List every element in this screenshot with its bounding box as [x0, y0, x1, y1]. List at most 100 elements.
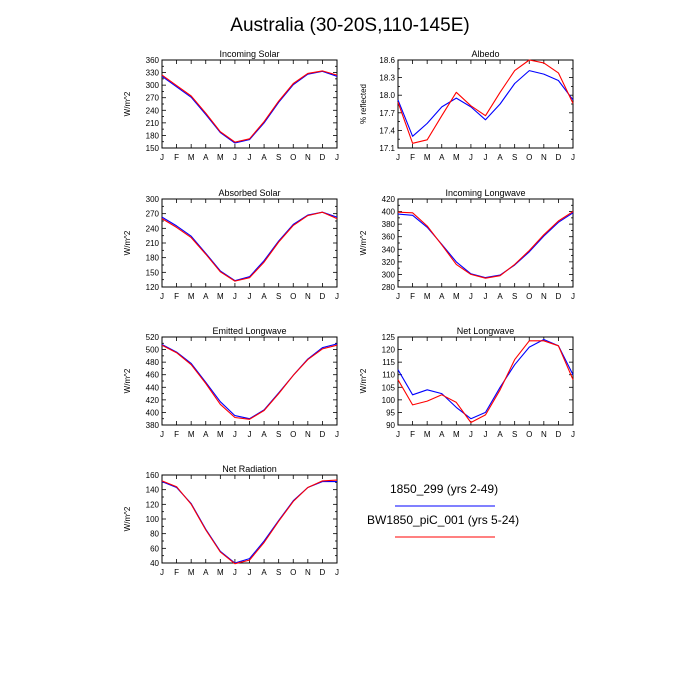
x-tick-label: F — [410, 292, 415, 301]
figure-title: Australia (30-20S,110-145E) — [230, 15, 469, 36]
x-tick-label: A — [439, 153, 445, 162]
x-tick-label: A — [261, 153, 267, 162]
x-tick-label: J — [484, 430, 488, 439]
series-line-1850-299-yrs-2-49 — [397, 338, 574, 420]
x-tick-label: J — [248, 153, 252, 162]
x-tick-label: J — [484, 292, 488, 301]
y-tick-label: 105 — [382, 383, 396, 392]
x-tick-label: O — [526, 292, 532, 301]
x-tick-label: D — [320, 153, 326, 162]
x-tick-label: O — [290, 568, 296, 577]
x-tick-label: J — [160, 430, 164, 439]
y-axis-label: % reflected — [359, 84, 368, 124]
x-tick-label: S — [276, 568, 281, 577]
series-line-bw1850-pic-001-yrs-5-24 — [397, 211, 574, 279]
legend-label-1850-299: 1850_299 (yrs 2-49) — [390, 482, 498, 496]
y-tick-label: 120 — [382, 346, 396, 355]
y-tick-label: 17.7 — [379, 109, 395, 118]
y-tick-label: 150 — [146, 144, 160, 153]
y-tick-label: 420 — [382, 195, 396, 204]
x-tick-label: M — [188, 568, 195, 577]
x-tick-label: O — [290, 430, 296, 439]
x-tick-label: O — [290, 153, 296, 162]
series-line-1850-299-yrs-2-49 — [397, 70, 574, 137]
x-tick-label: A — [497, 430, 503, 439]
y-tick-label: 460 — [146, 371, 160, 380]
y-tick-label: 330 — [146, 69, 160, 78]
series-line-bw1850-pic-001-yrs-5-24 — [161, 344, 338, 420]
x-tick-label: D — [556, 430, 562, 439]
y-tick-label: 520 — [146, 333, 160, 342]
chart-title: Incoming Solar — [219, 49, 279, 59]
chart-emitted-longwave: Emitted Longwave 380 400 420 440 460 480 500 520… — [123, 326, 339, 439]
x-tick-label: N — [305, 153, 311, 162]
x-tick-label: J — [233, 568, 237, 577]
x-tick-label: M — [424, 292, 431, 301]
y-tick-label: 80 — [150, 530, 159, 539]
y-tick-label: 420 — [146, 396, 160, 405]
x-tick-label: A — [203, 292, 209, 301]
y-tick-label: 270 — [146, 210, 160, 219]
x-tick-label: M — [188, 153, 195, 162]
y-tick-label: 300 — [146, 81, 160, 90]
x-tick-label: J — [469, 153, 473, 162]
x-tick-label: J — [248, 430, 252, 439]
x-tick-label: F — [174, 153, 179, 162]
y-axis-label: W/m^2 — [359, 368, 368, 393]
x-tick-label: A — [203, 568, 209, 577]
x-tick-label: J — [571, 292, 575, 301]
x-tick-label: J — [484, 153, 488, 162]
chart-title: Incoming Longwave — [445, 188, 525, 198]
x-tick-label: M — [188, 430, 195, 439]
x-tick-label: M — [453, 153, 460, 162]
x-tick-label: M — [217, 292, 224, 301]
y-tick-label: 210 — [146, 239, 160, 248]
x-tick-label: S — [512, 153, 517, 162]
y-tick-label: 100 — [146, 515, 160, 524]
y-tick-label: 480 — [146, 358, 160, 367]
y-tick-label: 270 — [146, 94, 160, 103]
y-axis-label: W/m^2 — [123, 368, 132, 393]
x-tick-label: J — [469, 292, 473, 301]
x-tick-label: S — [276, 292, 281, 301]
x-tick-label: M — [217, 430, 224, 439]
x-tick-label: J — [248, 292, 252, 301]
series-line-bw1850-pic-001-yrs-5-24 — [161, 70, 338, 143]
x-tick-label: J — [160, 568, 164, 577]
plot-frame — [397, 59, 574, 149]
series-line-1850-299-yrs-2-49 — [161, 70, 338, 144]
y-tick-label: 360 — [146, 56, 160, 65]
x-tick-label: M — [453, 430, 460, 439]
x-tick-label: D — [320, 292, 326, 301]
y-tick-label: 17.1 — [379, 144, 395, 153]
x-tick-label: N — [305, 430, 311, 439]
chart-title: Net Longwave — [457, 326, 515, 336]
x-tick-label: J — [335, 292, 339, 301]
y-tick-label: 120 — [146, 283, 160, 292]
y-tick-label: 90 — [386, 421, 395, 430]
x-tick-label: A — [439, 430, 445, 439]
chart-title: Emitted Longwave — [212, 326, 286, 336]
x-tick-label: A — [439, 292, 445, 301]
y-tick-label: 400 — [382, 208, 396, 217]
x-tick-label: D — [320, 568, 326, 577]
y-tick-label: 125 — [382, 333, 396, 342]
y-axis-label: W/m^2 — [359, 230, 368, 255]
y-tick-label: 150 — [146, 268, 160, 277]
chart-title: Albedo — [471, 49, 499, 59]
x-tick-label: D — [556, 292, 562, 301]
plot-frame — [161, 198, 338, 288]
y-tick-label: 140 — [146, 486, 160, 495]
x-tick-label: F — [174, 568, 179, 577]
x-tick-label: J — [335, 430, 339, 439]
x-tick-label: J — [160, 153, 164, 162]
x-tick-label: J — [335, 153, 339, 162]
x-tick-label: N — [305, 292, 311, 301]
y-tick-label: 380 — [382, 220, 396, 229]
x-tick-label: S — [512, 430, 517, 439]
x-tick-label: S — [276, 430, 281, 439]
chart-incoming-solar: Incoming Solar 150 180 210 240 270 300 330 360 J F… — [123, 49, 339, 162]
y-tick-label: 180 — [146, 254, 160, 263]
x-tick-label: J — [233, 430, 237, 439]
x-tick-label: J — [396, 430, 400, 439]
